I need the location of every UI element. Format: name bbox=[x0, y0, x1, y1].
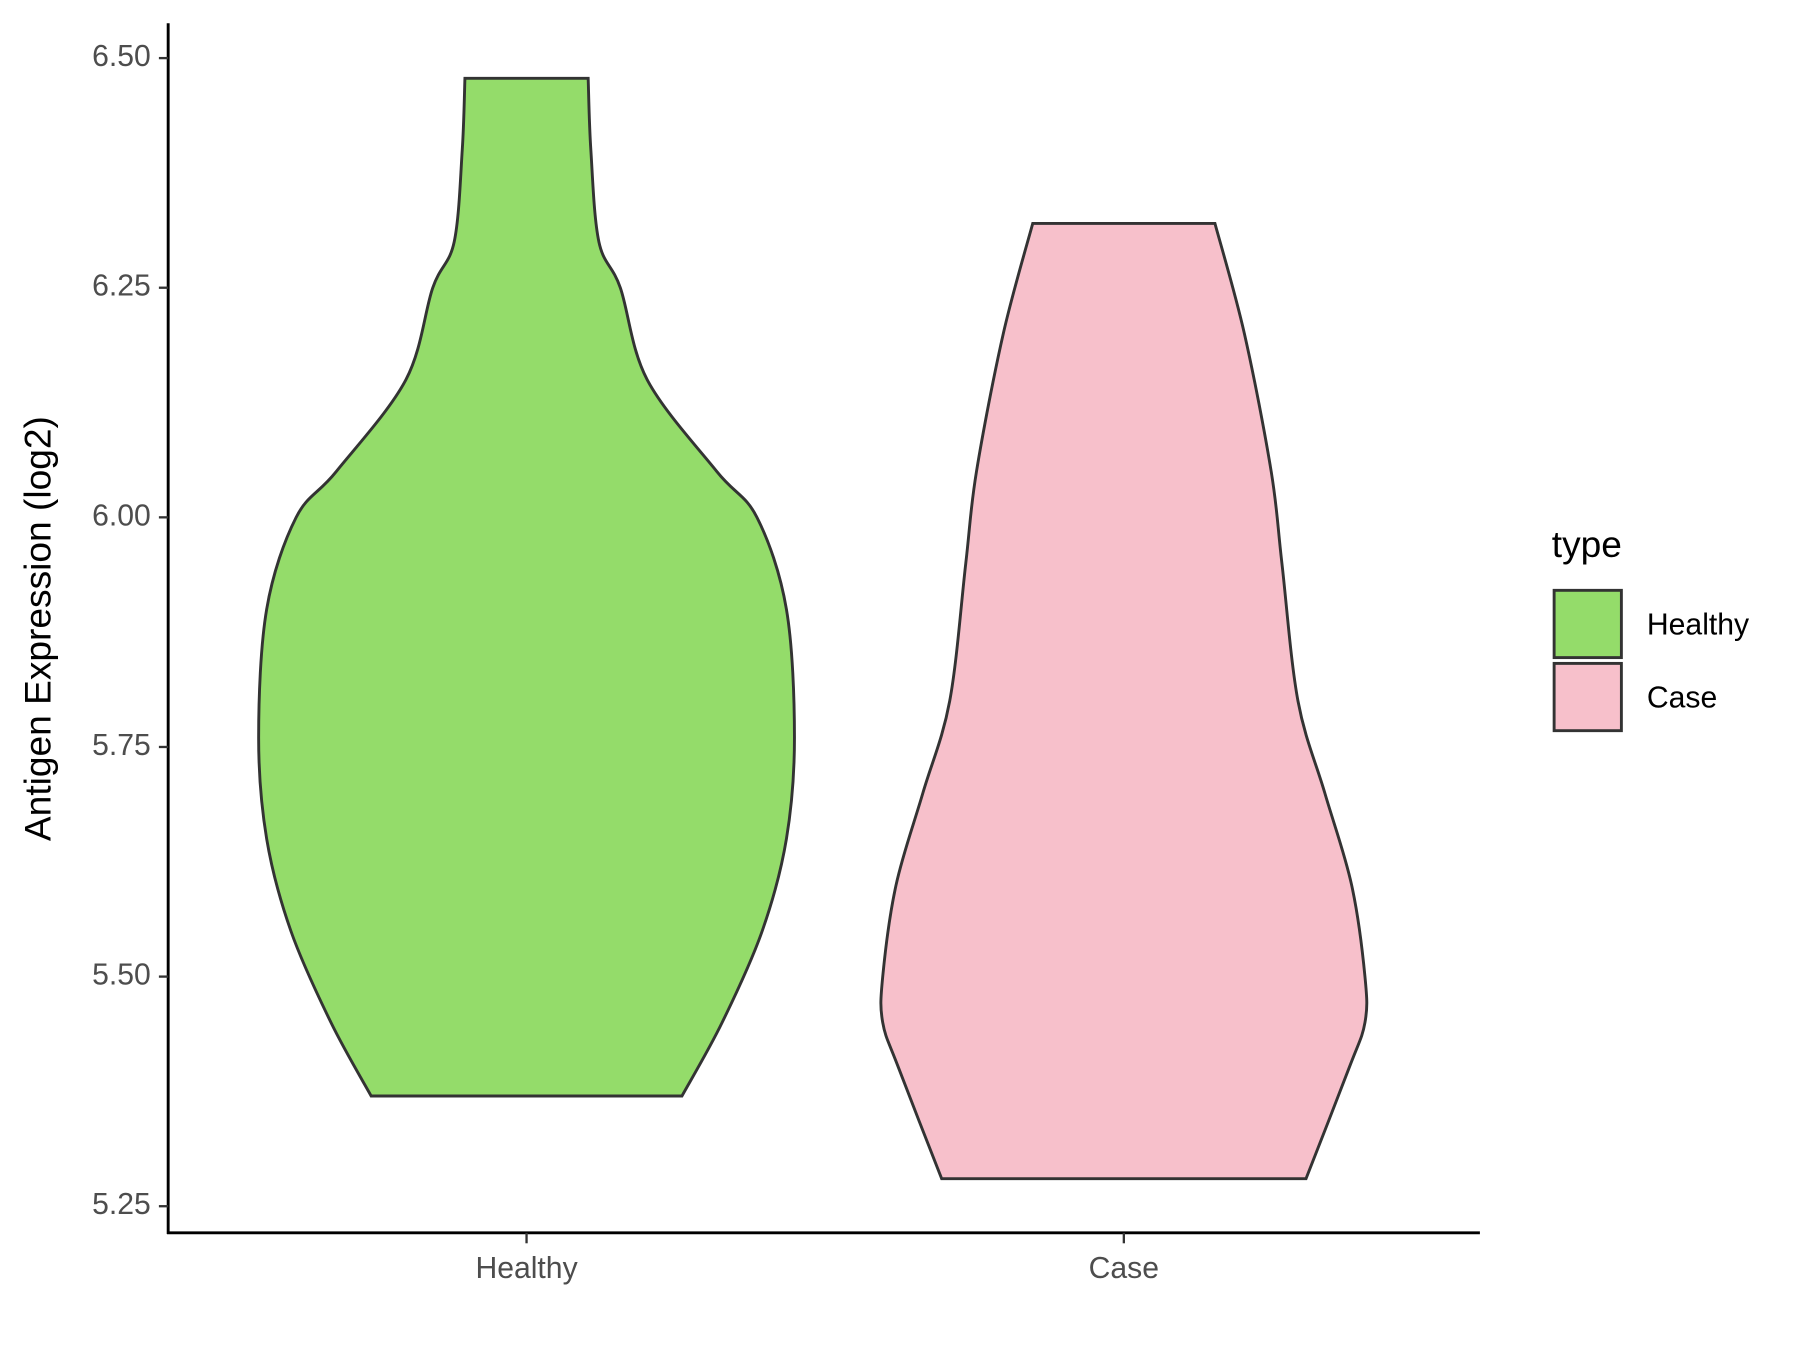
y-axis-title: Antigen Expression (log2) bbox=[16, 416, 58, 841]
y-tick-label: 6.25 bbox=[92, 270, 151, 303]
y-tick-label: 6.50 bbox=[92, 40, 151, 73]
legend-label: Healthy bbox=[1647, 608, 1750, 641]
legend-key bbox=[1552, 588, 1623, 660]
y-tick-label: 5.50 bbox=[92, 959, 151, 992]
x-tick-label: Healthy bbox=[475, 1252, 578, 1285]
violin bbox=[257, 76, 796, 1098]
y-tick-label: 5.75 bbox=[92, 729, 151, 762]
legend-label: Case bbox=[1647, 681, 1717, 714]
violin bbox=[879, 221, 1369, 1181]
legend-title: type bbox=[1552, 523, 1622, 565]
legend-key bbox=[1552, 661, 1623, 733]
y-tick-label: 5.25 bbox=[92, 1188, 151, 1221]
y-tick-label: 6.00 bbox=[92, 499, 151, 532]
x-tick-label: Case bbox=[1089, 1252, 1159, 1285]
